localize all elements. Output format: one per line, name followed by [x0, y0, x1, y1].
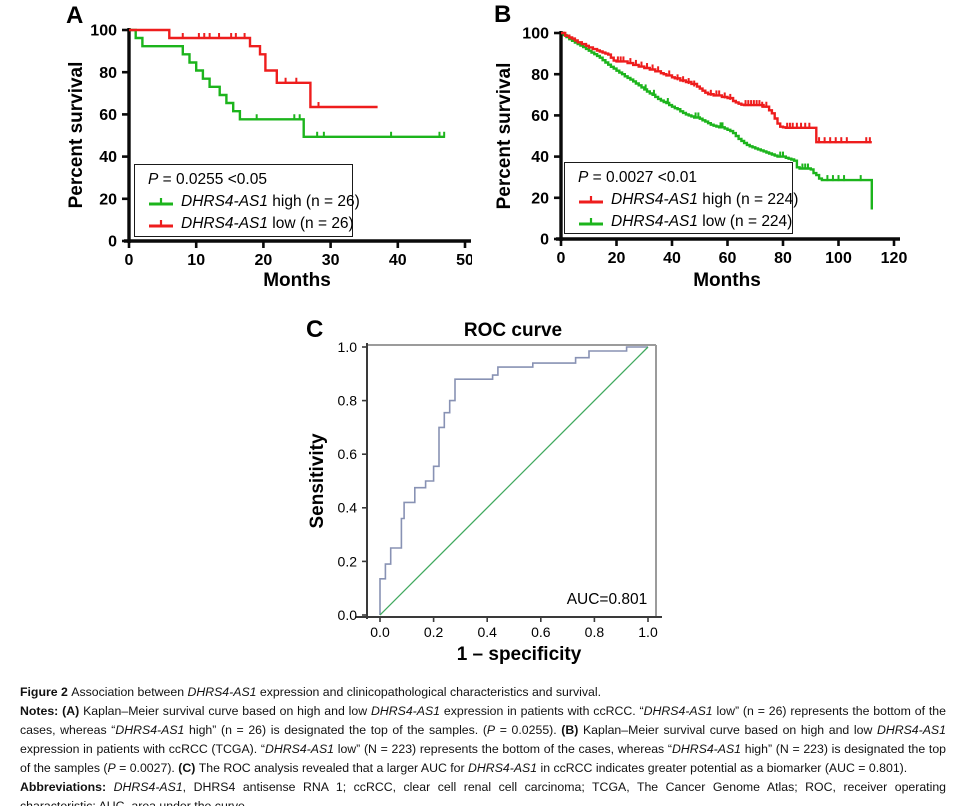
- panel-b-x-axis-title: Months: [693, 270, 761, 291]
- panel-a-y-axis-title: Percent survival: [66, 61, 87, 209]
- x-tick-label: 30: [322, 252, 340, 269]
- x-tick-label: 100: [825, 250, 852, 267]
- y-tick-label: 0.8: [338, 393, 358, 409]
- legend-label: DHRS4-AS1 high (n = 26): [181, 193, 360, 210]
- panel-a-label: A: [66, 2, 84, 29]
- x-tick-label: 40: [389, 252, 407, 269]
- legend-label: DHRS4-AS1 low (n = 26): [181, 215, 354, 232]
- series-dhrs4-as1-low: [561, 31, 873, 210]
- y-tick-label: 60: [531, 108, 549, 125]
- y-tick-label: 0.0: [338, 607, 358, 623]
- km-censor-marker-icon: [579, 218, 603, 226]
- auc-value-label: AUC=0.801: [566, 591, 648, 608]
- x-tick-label: 0: [125, 252, 134, 269]
- x-tick-label: 50: [456, 252, 472, 269]
- y-tick-label: 0.2: [338, 553, 358, 569]
- panel-b-label: B: [494, 1, 512, 28]
- x-tick-label: 0.0: [370, 624, 390, 640]
- x-tick-label: 40: [663, 250, 681, 267]
- panel-a-x-axis-title: Months: [263, 270, 331, 291]
- y-tick-label: 0.6: [338, 446, 358, 462]
- legend-label: DHRS4-AS1 low (n = 224): [611, 213, 793, 230]
- panel-b-legend: P = 0.0027 <0.01 DHRS4-AS1 high (n = 224…: [564, 162, 798, 234]
- panel-b-p-value: P = 0.0027 <0.01: [578, 169, 697, 186]
- panel-c-y-axis-title: Sensitivity: [307, 433, 328, 529]
- y-tick-label: 60: [99, 107, 117, 124]
- y-tick-label: 80: [99, 65, 117, 82]
- x-tick-label: 0: [557, 250, 566, 267]
- x-tick-label: 1.0: [638, 624, 658, 640]
- caption-paragraph: Abbreviations: DHRS4-AS1, DHRS4 antisens…: [20, 780, 947, 806]
- panel-a-legend-item-low: DHRS4-AS1 low (n = 26): [148, 213, 354, 235]
- x-tick-label: 60: [719, 250, 737, 267]
- km-censor-marker-icon: [149, 220, 173, 228]
- y-tick-label: 100: [90, 23, 117, 40]
- y-tick-label: 20: [99, 191, 117, 208]
- x-tick-label: 80: [774, 250, 792, 267]
- y-tick-label: 0: [540, 232, 549, 249]
- x-tick-label: 20: [608, 250, 626, 267]
- panel-c-x-axis-title: 1 – specificity: [456, 644, 582, 665]
- y-tick-label: 100: [522, 26, 549, 43]
- panel-a-p-value: P = 0.0255 <0.05: [148, 171, 267, 188]
- caption-paragraph: Notes: (A) Kaplan–Meier survival curve b…: [20, 704, 946, 775]
- y-tick-label: 80: [531, 67, 549, 84]
- series-roc-curve: [379, 346, 648, 615]
- legend-label: DHRS4-AS1 high (n = 224): [611, 191, 799, 208]
- x-tick-label: 0.6: [531, 624, 551, 640]
- panel-a-plot: 0 10 20 30 40 50 0 20 40 60 80 100: [90, 23, 472, 269]
- series-dhrs4-as1-low: [129, 28, 378, 109]
- series-dhrs4-as1-high: [129, 28, 445, 139]
- panel-b-plot: 0 20 40 60 80 100 120 0 20 40 60 80 100: [522, 26, 908, 267]
- y-tick-label: 40: [99, 149, 117, 166]
- series-reference-diagonal: [379, 346, 649, 616]
- x-tick-label: 0.8: [585, 624, 605, 640]
- panel-c-plot: 0.0 0.2 0.4 0.6 0.8 1.0 0.0 0.2 0.4 0.6 0.8 1.0: [338, 339, 662, 640]
- panel-a-legend-item-high: DHRS4-AS1 high (n = 26): [148, 191, 360, 213]
- y-tick-label: 20: [531, 190, 549, 207]
- km-censor-marker-icon: [579, 196, 603, 204]
- panel-c-label: C: [306, 316, 324, 343]
- y-tick-label: 0.4: [338, 500, 358, 516]
- panel-b-legend-item-low: DHRS4-AS1 low (n = 224): [578, 211, 792, 233]
- panel-b-legend-item-high: DHRS4-AS1 high (n = 224): [578, 189, 798, 211]
- panel-a-legend: P = 0.0255 <0.05 DHRS4-AS1 high (n = 26)…: [134, 164, 360, 237]
- roc-chart-title: ROC curve: [463, 320, 563, 341]
- y-tick-label: 40: [531, 149, 549, 166]
- series-dhrs4-as1-high: [561, 31, 872, 144]
- x-tick-label: 0.2: [424, 624, 444, 640]
- x-tick-label: 10: [187, 252, 205, 269]
- y-tick-label: 0: [108, 234, 117, 251]
- y-tick-label: 1.0: [338, 339, 358, 355]
- km-censor-marker-icon: [149, 198, 173, 206]
- caption-paragraph: Figure 2 Association between DHRS4-AS1 e…: [20, 685, 601, 699]
- x-tick-label: 20: [255, 252, 273, 269]
- figure-caption: Figure 2 Association between DHRS4-AS1 e…: [20, 683, 946, 806]
- panel-b-y-axis-title: Percent survival: [494, 62, 515, 210]
- x-tick-label: 0.4: [477, 624, 497, 640]
- x-tick-label: 120: [881, 250, 908, 267]
